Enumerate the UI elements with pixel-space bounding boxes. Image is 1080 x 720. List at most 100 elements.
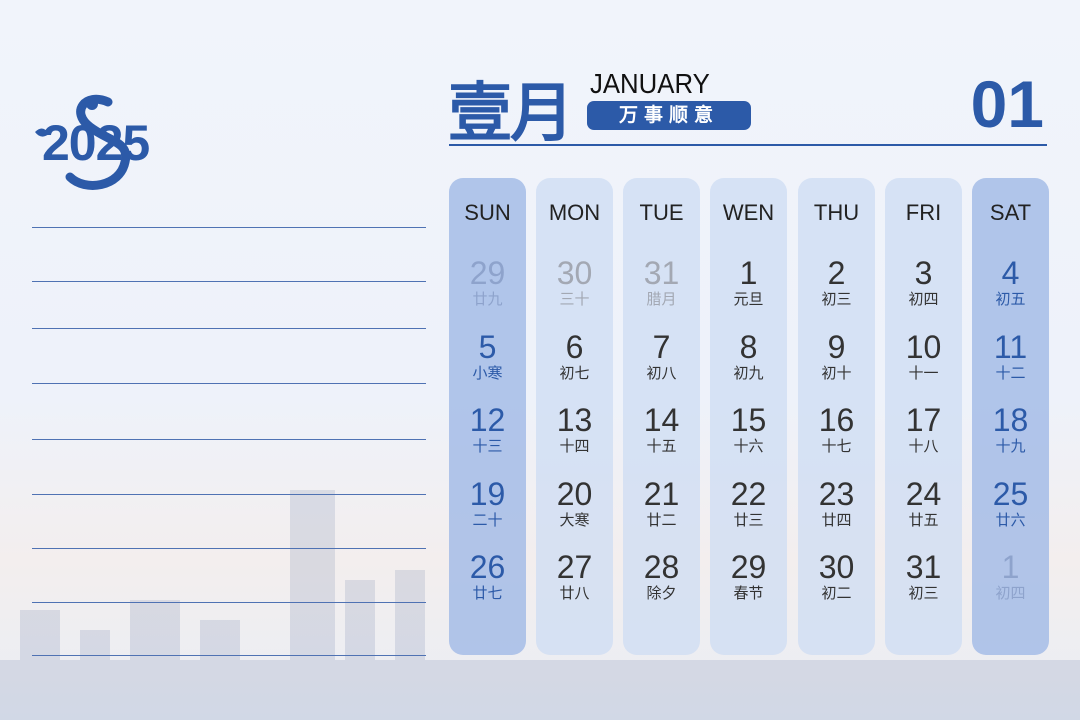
day-column — [536, 178, 613, 655]
day-cell[interactable]: 3 初四 — [885, 256, 962, 308]
day-number: 26 — [469, 549, 506, 585]
day-cell[interactable]: 11 十二 — [972, 330, 1049, 382]
day-number: 3 — [914, 255, 933, 291]
lunar-date: 廿五 — [908, 510, 939, 529]
lunar-date: 初七 — [559, 363, 590, 382]
month-title-chinese: 壹月 — [448, 77, 574, 151]
day-cell[interactable]: 30 初二 — [798, 550, 875, 602]
day-cell[interactable]: 19 二十 — [449, 477, 526, 529]
day-number: 8 — [739, 328, 758, 365]
month-title-english: JANUARY — [590, 68, 710, 99]
lunar-date: 十一 — [908, 363, 939, 382]
day-number: 12 — [469, 402, 506, 438]
day-column — [798, 178, 875, 655]
day-cell[interactable]: 23 廿四 — [798, 477, 875, 529]
day-cell[interactable]: 22 廿三 — [710, 477, 787, 529]
day-cell[interactable]: 8 初九 — [710, 330, 787, 382]
day-cell[interactable]: 17 十八 — [885, 403, 962, 455]
day-number: 13 — [556, 402, 593, 438]
day-cell[interactable]: 7 初八 — [623, 330, 700, 382]
day-column — [972, 178, 1049, 655]
day-cell[interactable]: 10 十一 — [885, 330, 962, 382]
lunar-date: 廿八 — [559, 584, 590, 602]
day-number: 27 — [556, 549, 593, 585]
lunar-date: 初五 — [995, 290, 1026, 308]
lunar-date: 初四 — [908, 290, 939, 308]
day-cell[interactable]: 9 初十 — [798, 330, 875, 382]
lunar-date: 元旦 — [733, 290, 764, 308]
day-cell[interactable]: 28 除夕 — [623, 550, 700, 602]
logo-year: 2025 — [42, 115, 150, 171]
weekday-header: WEN — [722, 200, 775, 225]
day-number: 18 — [992, 402, 1029, 438]
note-line — [32, 227, 426, 228]
day-cell[interactable]: 30 三十 — [536, 256, 613, 308]
day-number: 1 — [739, 255, 758, 291]
lunar-date: 十三 — [472, 437, 503, 455]
day-cell[interactable]: 13 十四 — [536, 403, 613, 455]
lunar-date: 三十 — [559, 290, 590, 308]
lunar-date: 腊月 — [646, 290, 677, 308]
day-cell[interactable]: 2 初三 — [798, 256, 875, 308]
lunar-date: 十四 — [559, 437, 590, 455]
lunar-date: 廿二 — [646, 510, 677, 529]
day-number: 30 — [818, 549, 855, 585]
day-cell[interactable]: 5 小寒 — [449, 330, 526, 382]
day-number: 6 — [565, 328, 584, 365]
note-line — [32, 548, 426, 549]
day-number: 23 — [818, 475, 855, 512]
day-column — [623, 178, 700, 655]
note-line — [32, 655, 426, 656]
day-cell[interactable]: 26 廿七 — [449, 550, 526, 602]
day-number: 9 — [827, 328, 846, 365]
lunar-date: 二十 — [472, 510, 503, 529]
day-cell[interactable]: 15 十六 — [710, 403, 787, 455]
day-column — [449, 178, 526, 655]
day-number: 16 — [818, 402, 855, 438]
day-cell[interactable]: 12 十三 — [449, 403, 526, 455]
day-cell[interactable]: 29 春节 — [710, 550, 787, 602]
weekday-header: SAT — [989, 200, 1032, 225]
lunar-date: 春节 — [733, 584, 764, 602]
day-cell[interactable]: 31 初三 — [885, 550, 962, 602]
day-number: 5 — [478, 328, 497, 365]
lunar-date: 廿六 — [995, 510, 1026, 529]
lunar-date: 十七 — [821, 437, 852, 455]
day-number: 2 — [827, 255, 846, 291]
day-number: 20 — [556, 475, 593, 512]
day-number: 25 — [992, 475, 1029, 512]
note-line — [32, 281, 426, 282]
day-number: 22 — [730, 475, 767, 512]
note-line — [32, 383, 426, 384]
day-cell[interactable]: 1 元旦 — [710, 256, 787, 308]
day-number: 1 — [1001, 549, 1020, 585]
day-cell[interactable]: 14 十五 — [623, 403, 700, 455]
note-line — [32, 494, 426, 495]
day-cell[interactable]: 1 初四 — [972, 550, 1049, 602]
lunar-date: 廿三 — [733, 510, 764, 529]
logo-2025: 2025 — [30, 92, 180, 196]
lunar-date: 初十 — [821, 363, 852, 382]
day-cell[interactable]: 6 初七 — [536, 330, 613, 382]
day-cell[interactable]: 29 廿九 — [449, 256, 526, 308]
day-number: 7 — [652, 328, 671, 365]
weekday-header: THU — [813, 200, 860, 225]
day-cell[interactable]: 18 十九 — [972, 403, 1049, 455]
motto-badge: 万事顺意 — [587, 101, 751, 130]
day-cell[interactable]: 4 初五 — [972, 256, 1049, 308]
weekday-header: SUN — [464, 200, 511, 225]
day-number: 11 — [993, 328, 1028, 365]
day-cell[interactable]: 24 廿五 — [885, 477, 962, 529]
day-cell[interactable]: 21 廿二 — [623, 477, 700, 529]
day-cell[interactable]: 16 十七 — [798, 403, 875, 455]
day-column — [885, 178, 962, 655]
lunar-date: 十六 — [733, 437, 764, 455]
day-cell[interactable]: 27 廿八 — [536, 550, 613, 602]
lunar-date: 廿七 — [472, 584, 503, 602]
day-cell[interactable]: 31 腊月 — [623, 256, 700, 308]
day-number: 4 — [1001, 255, 1020, 291]
day-cell[interactable]: 25 廿六 — [972, 477, 1049, 529]
day-cell[interactable]: 20 大寒 — [536, 477, 613, 529]
snake-icon — [35, 94, 131, 190]
day-column — [710, 178, 787, 655]
